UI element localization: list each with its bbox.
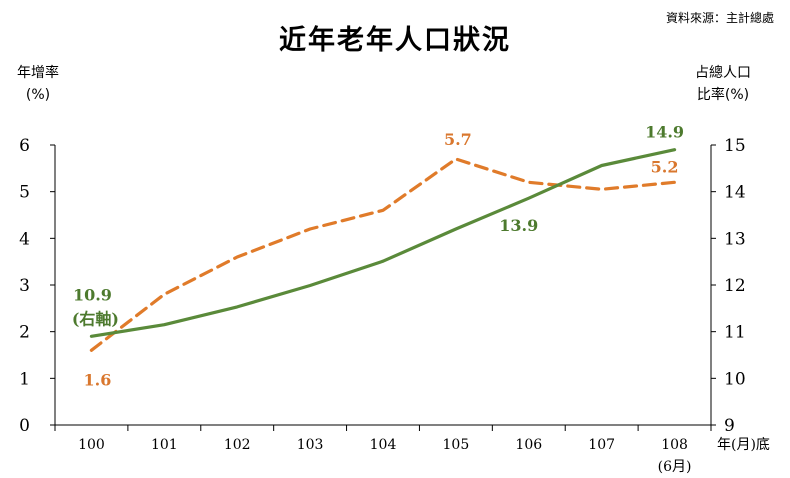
x-tick-label: 108 — [661, 437, 688, 453]
x-tick-label: 104 — [370, 437, 397, 453]
left-tick-label: 6 — [19, 136, 30, 156]
right-tick-label: 15 — [724, 136, 746, 156]
share-data-label: 10.9 — [73, 285, 112, 304]
share-data-label: 13.9 — [499, 216, 538, 235]
x-tick-label: 105 — [443, 437, 470, 453]
right-tick-label: 13 — [724, 229, 746, 249]
share-data-label: 14.9 — [645, 123, 684, 142]
x-tick-label: 101 — [151, 437, 178, 453]
right-tick-label: 10 — [724, 369, 746, 389]
growth-series-line — [89, 157, 677, 352]
right-tick-label: 14 — [724, 183, 746, 203]
x-tick-label: 103 — [297, 437, 324, 453]
left-tick-label: 0 — [19, 416, 30, 436]
left-axis-label-line2: (%) — [25, 87, 51, 103]
right-tick-label: 9 — [724, 416, 735, 436]
share-data-label: (右軸) — [72, 309, 119, 328]
growth-data-label: 5.2 — [651, 157, 679, 176]
left-axis-label-line1: 年增率 — [17, 65, 59, 81]
growth-data-label: 1.6 — [84, 370, 112, 389]
x-tick-label: 102 — [224, 437, 251, 453]
right-axis-label-line1: 占總人口 — [695, 65, 751, 81]
x-tick-label: 106 — [515, 437, 542, 453]
left-tick-label: 3 — [19, 276, 30, 296]
x-tick-label: 100 — [78, 437, 105, 453]
source-note: 資料來源：主計總處 — [665, 11, 774, 25]
chart-title: 近年老年人口狀況 — [279, 25, 511, 56]
x-tick-sublabel: (6月) — [658, 459, 692, 475]
right-axis-label: 占總人口 比率(%) — [684, 62, 762, 106]
growth-data-label: 5.7 — [444, 130, 472, 149]
left-tick-label: 4 — [19, 229, 30, 249]
right-tick-label: 12 — [724, 276, 746, 296]
share-series-line — [89, 148, 677, 338]
left-tick-label: 5 — [19, 183, 30, 203]
right-tick-label: 11 — [724, 323, 746, 343]
left-axis-label: 年增率 (%) — [8, 62, 68, 106]
left-tick-label: 2 — [19, 323, 30, 343]
left-tick-label: 1 — [19, 369, 30, 389]
right-axis-label-line2: 比率(%) — [696, 87, 750, 103]
x-tick-label: 107 — [588, 437, 615, 453]
x-axis-suffix: 年(月)底 — [717, 437, 770, 453]
